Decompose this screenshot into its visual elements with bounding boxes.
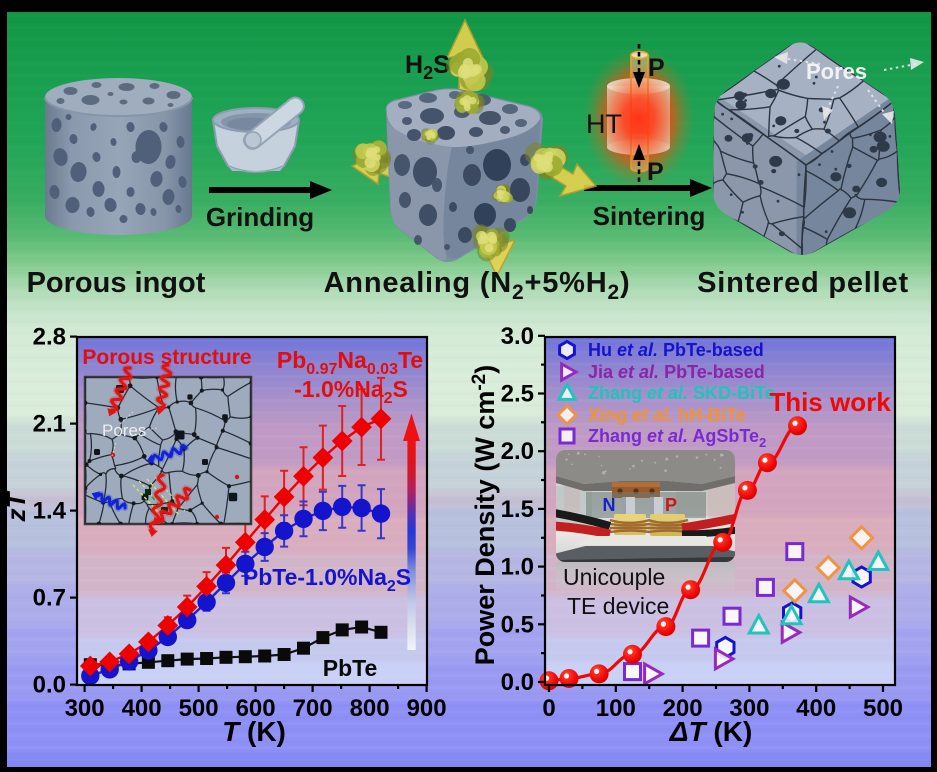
svg-text:Zhang et al. SKD-BiTe: Zhang et al. SKD-BiTe [588,383,775,403]
svg-text:0.0: 0.0 [33,672,66,699]
svg-text:Porous structure: Porous structure [82,346,251,369]
svg-text:ΔT (K): ΔT (K) [669,716,753,747]
svg-text:Power Density (W cm-2): Power Density (W cm-2) [469,365,500,665]
svg-text:PbTe: PbTe [323,655,378,681]
svg-text:3.0: 3.0 [501,323,534,350]
svg-text:0: 0 [542,695,555,722]
svg-text:Xing et al. hH-BiTe: Xing et al. hH-BiTe [588,405,746,425]
svg-text:P: P [665,495,677,515]
svg-text:P: P [647,158,664,186]
svg-text:Unicouple: Unicouple [563,564,665,590]
svg-text:1.5: 1.5 [501,496,534,523]
svg-text:500: 500 [863,695,903,722]
svg-text:500: 500 [179,695,219,722]
svg-text:1.0: 1.0 [501,554,534,581]
svg-text:Pores: Pores [102,421,146,440]
svg-text:Grinding: Grinding [206,202,314,232]
svg-text:0.0: 0.0 [501,669,534,696]
svg-text:Jia et al. PbTe-based: Jia et al. PbTe-based [588,362,765,382]
svg-text:200: 200 [663,695,703,722]
svg-text:Pb0.97Na0.03Te: Pb0.97Na0.03Te [277,347,423,378]
svg-text:HT: HT [586,109,622,139]
svg-text:100: 100 [596,695,636,722]
svg-text:1.4: 1.4 [33,498,67,525]
svg-text:300: 300 [729,695,769,722]
svg-text:0.5: 0.5 [501,611,534,638]
svg-text:0.7: 0.7 [33,585,66,612]
svg-text:2.1: 2.1 [33,411,66,438]
svg-text:Sintering: Sintering [593,201,706,231]
svg-text:2.0: 2.0 [501,438,534,465]
svg-text:Porous ingot: Porous ingot [27,267,206,299]
svg-text:TE device: TE device [567,593,669,619]
svg-text:zT: zT [1,490,31,522]
svg-text:400: 400 [796,695,836,722]
svg-text:900: 900 [407,695,447,722]
svg-text:Annealing (N2+5%H2): Annealing (N2+5%H2) [324,267,631,304]
svg-text:Hu et al. PbTe-based: Hu et al. PbTe-based [588,340,764,360]
svg-text:2.5: 2.5 [501,381,534,408]
svg-text:400: 400 [122,695,162,722]
svg-text:2.8: 2.8 [33,324,66,351]
svg-text:Sintered pellet: Sintered pellet [697,267,909,299]
svg-text:300: 300 [65,695,105,722]
svg-text:Pores: Pores [806,59,867,84]
svg-text:N: N [603,495,616,515]
svg-text:T (K): T (K) [222,716,286,747]
svg-text:600: 600 [236,695,276,722]
svg-text:700: 700 [293,695,333,722]
svg-text:P: P [648,54,665,82]
svg-text:This work: This work [769,387,891,417]
svg-text:800: 800 [350,695,390,722]
svg-text:PbTe-1.0%Na2S: PbTe-1.0%Na2S [243,564,411,595]
